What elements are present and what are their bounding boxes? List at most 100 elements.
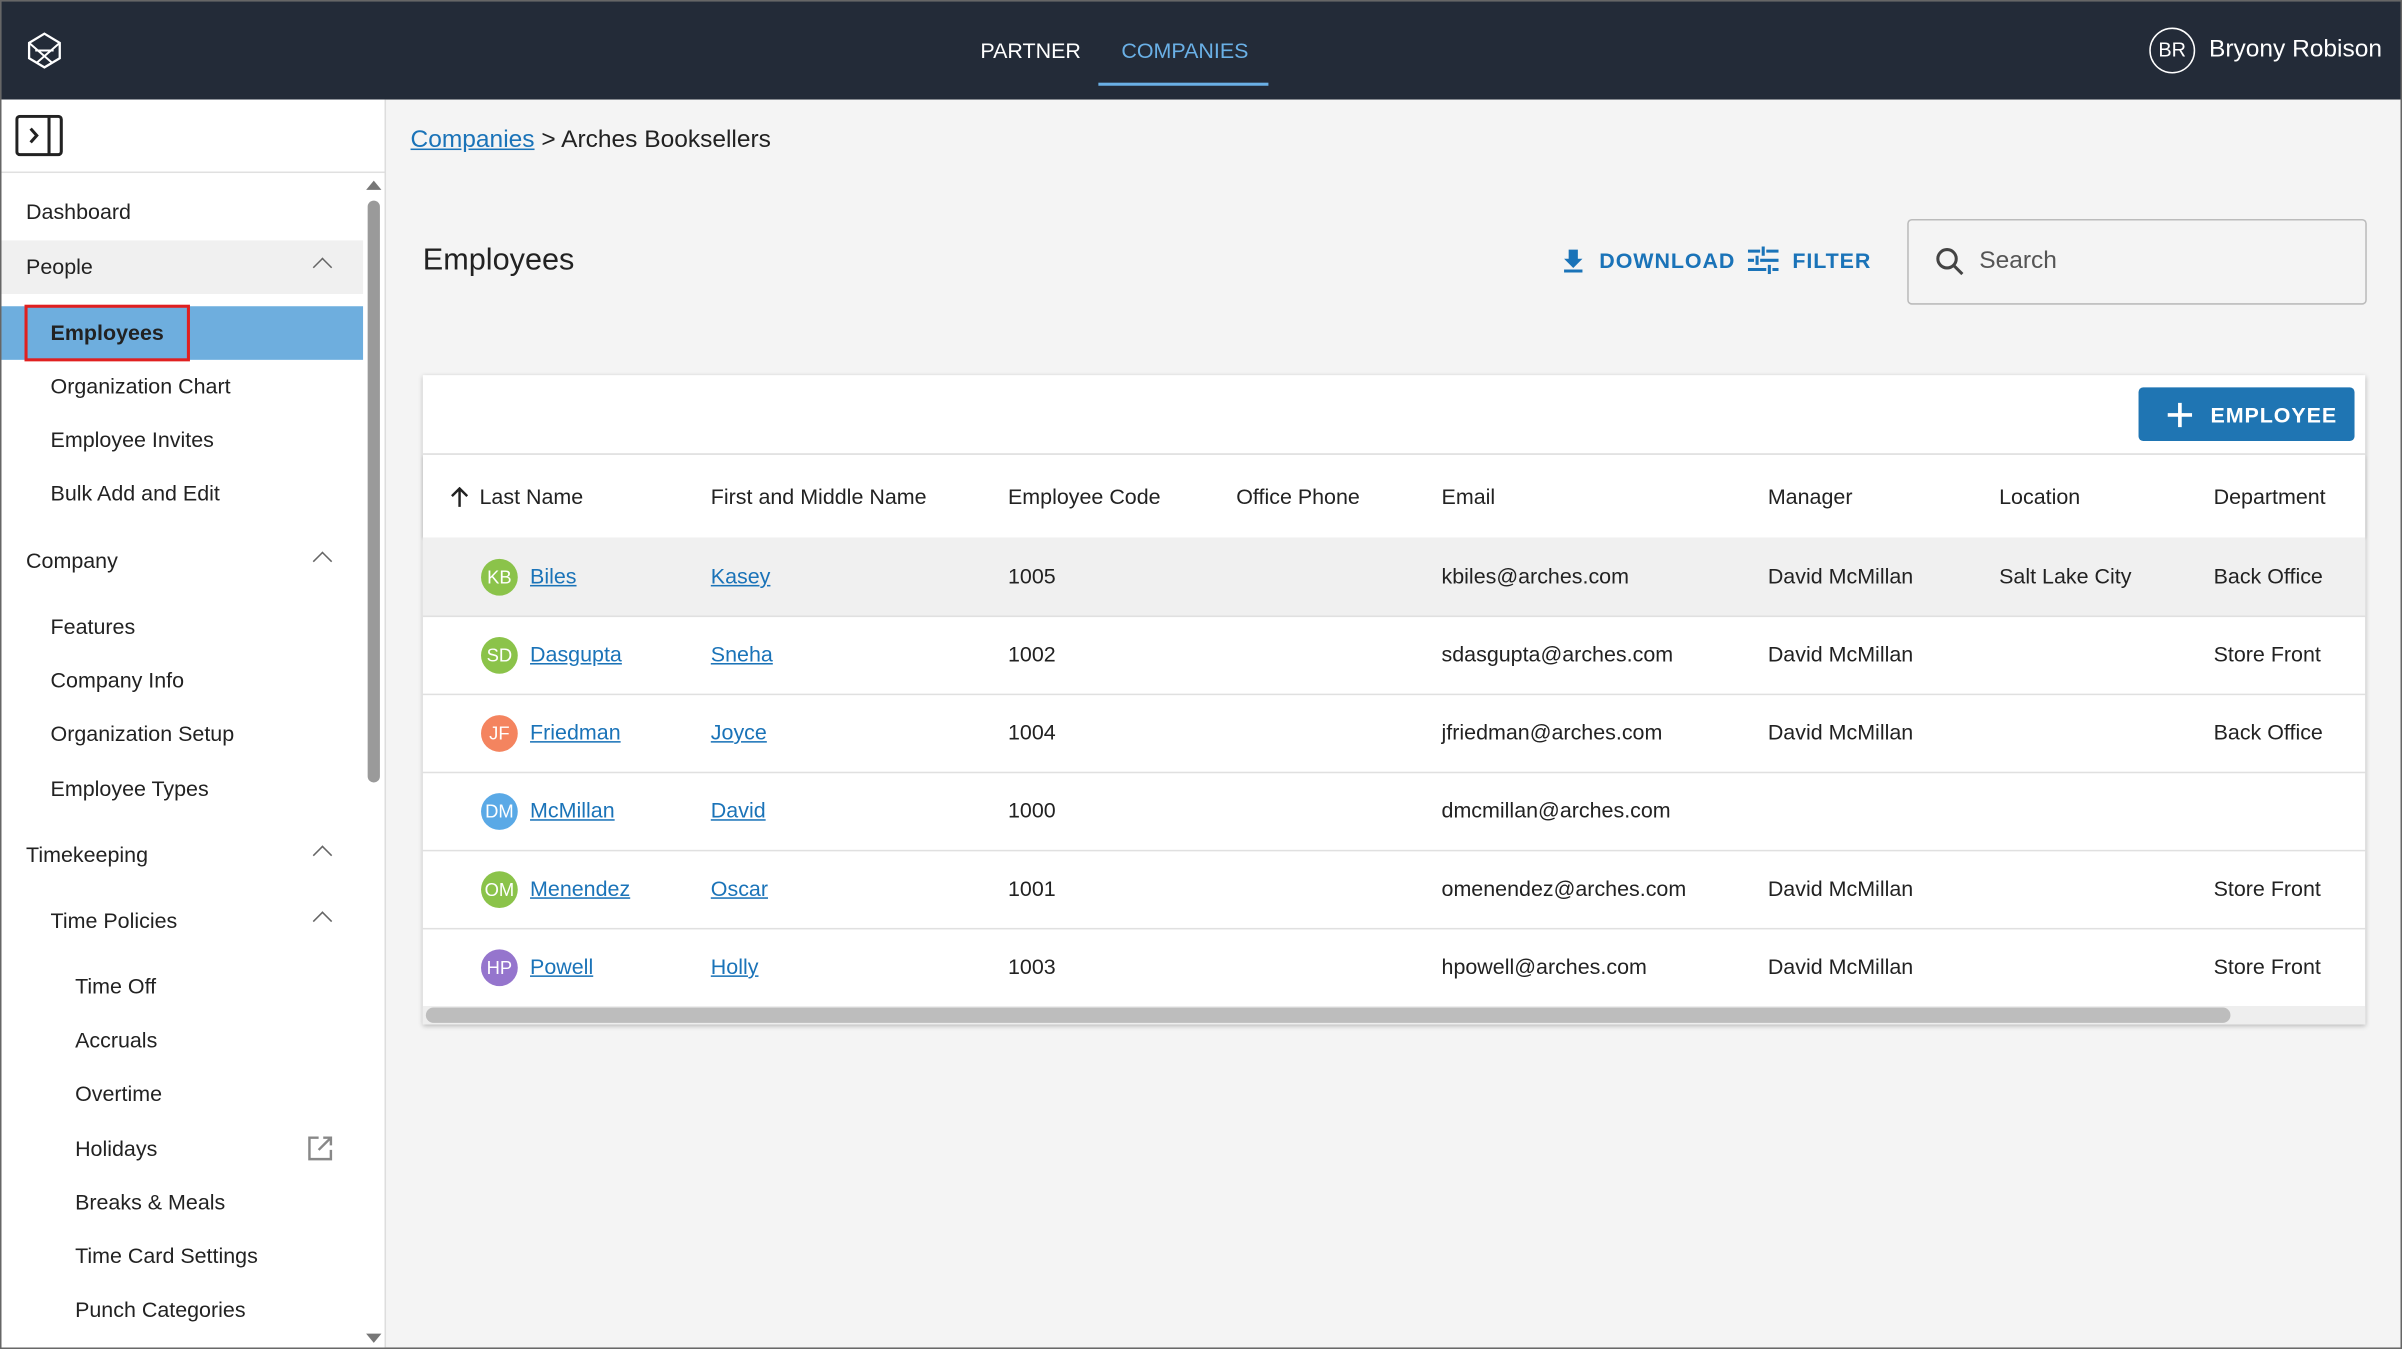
tab-indicator [1098, 82, 1269, 86]
avatar: JF [481, 715, 518, 752]
chevron [312, 911, 333, 931]
plus-icon [2167, 402, 2193, 428]
breadcrumb-link[interactable]: Companies [410, 127, 535, 154]
section-title: People [26, 254, 93, 279]
table-cell: Salt Lake City [1999, 563, 2132, 588]
avatar: SD [481, 636, 518, 674]
table-row[interactable]: KB Biles Kasey 1005 kbiles@arches.com David M… [422, 537, 2366, 618]
nav-item[interactable]: Breaks & Meals [75, 1189, 226, 1215]
name-link[interactable]: Powell [530, 953, 594, 979]
avatar: HP [481, 949, 518, 987]
download-button[interactable]: DOWNLOAD [1599, 248, 1736, 273]
table-row[interactable]: OM Menendez Oscar 1001 omenendez@arches.com D… [422, 850, 2366, 930]
nav-item[interactable]: Time Card Settings [75, 1243, 258, 1268]
table-cell: Back Office [2213, 563, 2323, 588]
scroll-up[interactable] [365, 176, 383, 191]
nav-item[interactable]: Dashboard [26, 199, 131, 224]
table-cell: David McMillan [1767, 719, 1914, 745]
table-cell: 1005 [1007, 563, 1056, 588]
nav-item[interactable]: Punch Categories [75, 1296, 246, 1322]
table-row[interactable]: JF Friedman Joyce 1004 jfriedman@arches.com D… [422, 694, 2366, 774]
table-cell: 1000 [1007, 797, 1056, 823]
highlight-box [24, 304, 190, 362]
search-placeholder: Search [1979, 248, 2057, 275]
table-row[interactable]: DM McMillan David 1000 dmcmillan@arches.com [422, 772, 2366, 852]
scroll-down[interactable] [365, 1331, 383, 1346]
table-cell: 1002 [1007, 641, 1056, 667]
nav-item[interactable]: Accruals [75, 1027, 158, 1052]
name-link[interactable]: McMillan [530, 797, 615, 823]
column-header[interactable]: Office Phone [1236, 483, 1360, 509]
nav-item[interactable]: Overtime [75, 1081, 163, 1106]
nav-item[interactable]: Employees [50, 320, 164, 345]
collapse-toggle[interactable] [15, 114, 64, 158]
employee-table-card: EMPLOYEE Last Name First and Middle Name E… [422, 375, 2366, 1025]
name-link[interactable]: Joyce [710, 719, 767, 745]
divider [422, 453, 2366, 455]
nav-item[interactable]: Holidays [75, 1136, 158, 1161]
table-cell: jfriedman@arches.com [1441, 719, 1663, 745]
column-header[interactable]: Employee Code [1007, 483, 1161, 509]
scrollbar-thumb[interactable] [367, 200, 380, 783]
column-header[interactable]: First and Middle Name [710, 483, 927, 509]
name-link[interactable]: David [710, 797, 766, 823]
name-link[interactable]: Kasey [710, 563, 771, 588]
column-header[interactable]: Location [1999, 483, 2081, 509]
sort-icon[interactable] [450, 486, 469, 508]
avatar: DM [481, 793, 518, 830]
section-title: Timekeeping [26, 842, 149, 867]
page-title: Employees [422, 243, 575, 278]
column-header[interactable]: Email [1441, 483, 1496, 509]
user-avatar[interactable]: BR [2149, 27, 2196, 74]
add-employee-button[interactable]: EMPLOYEE [2138, 387, 2355, 441]
nav-item[interactable]: Bulk Add and Edit [50, 480, 220, 506]
button-label: EMPLOYEE [2210, 402, 2338, 428]
breadcrumb: Companies > Arches Booksellers [411, 127, 771, 155]
nav-section[interactable]: Company [2, 534, 364, 588]
nav-item[interactable]: Employee Invites [50, 427, 214, 452]
nav-tab[interactable]: PARTNER [980, 38, 1081, 63]
column-header[interactable]: Last Name [479, 483, 584, 509]
nav-item[interactable]: Employee Types [50, 776, 209, 801]
table-cell: Store Front [2213, 875, 2321, 901]
user-name[interactable]: Bryony Robison [2208, 36, 2383, 63]
table-cell: David McMillan [1767, 563, 1914, 588]
table-cell: omenendez@arches.com [1441, 875, 1687, 901]
nav-item[interactable]: Time Off [75, 973, 157, 999]
table-row[interactable]: HP Powell Holly 1003 hpowell@arches.com David… [422, 928, 2366, 1008]
nav-item[interactable]: Organization Setup [50, 721, 235, 746]
name-link[interactable]: Biles [530, 563, 577, 588]
table-cell: kbiles@arches.com [1441, 563, 1629, 588]
table-cell: David McMillan [1767, 875, 1914, 901]
column-header[interactable]: Department [2213, 483, 2326, 509]
filter-button[interactable]: FILTER [1792, 248, 1872, 273]
name-link[interactable]: Dasgupta [530, 641, 622, 667]
column-header[interactable]: Manager [1767, 483, 1853, 509]
table-cell: David McMillan [1767, 641, 1914, 667]
table-row[interactable]: SD Dasgupta Sneha 1002 sdasgupta@arches.com D… [422, 616, 2366, 696]
nav-item[interactable]: Organization Chart [50, 373, 231, 399]
name-link[interactable]: Oscar [710, 875, 769, 901]
name-link[interactable]: Menendez [530, 875, 631, 901]
h-scrollbar-thumb[interactable] [425, 1007, 2231, 1023]
search-box[interactable]: Search [1907, 218, 2367, 305]
nav-section[interactable]: Time Policies [2, 894, 364, 948]
logo[interactable] [26, 32, 63, 69]
nav-item[interactable]: Features [50, 614, 136, 639]
table-cell: Store Front [2213, 641, 2321, 667]
filter-icon [1747, 246, 1779, 275]
name-link[interactable]: Sneha [710, 641, 773, 667]
divider [1, 171, 385, 174]
nav-section[interactable]: Timekeeping [2, 828, 364, 882]
nav-item[interactable]: Company Info [50, 667, 185, 693]
download-icon [1564, 249, 1583, 273]
nav-section[interactable]: People [1, 240, 364, 294]
chevron [312, 551, 333, 571]
name-link[interactable]: Holly [710, 953, 759, 979]
nav-tab[interactable]: COMPANIES [1121, 38, 1249, 63]
sidebar: Dashboard People Employees Organization … [1, 99, 387, 1348]
name-link[interactable]: Friedman [530, 719, 621, 745]
nav-item-selected[interactable] [1, 306, 364, 360]
table-cell: David McMillan [1767, 953, 1914, 979]
